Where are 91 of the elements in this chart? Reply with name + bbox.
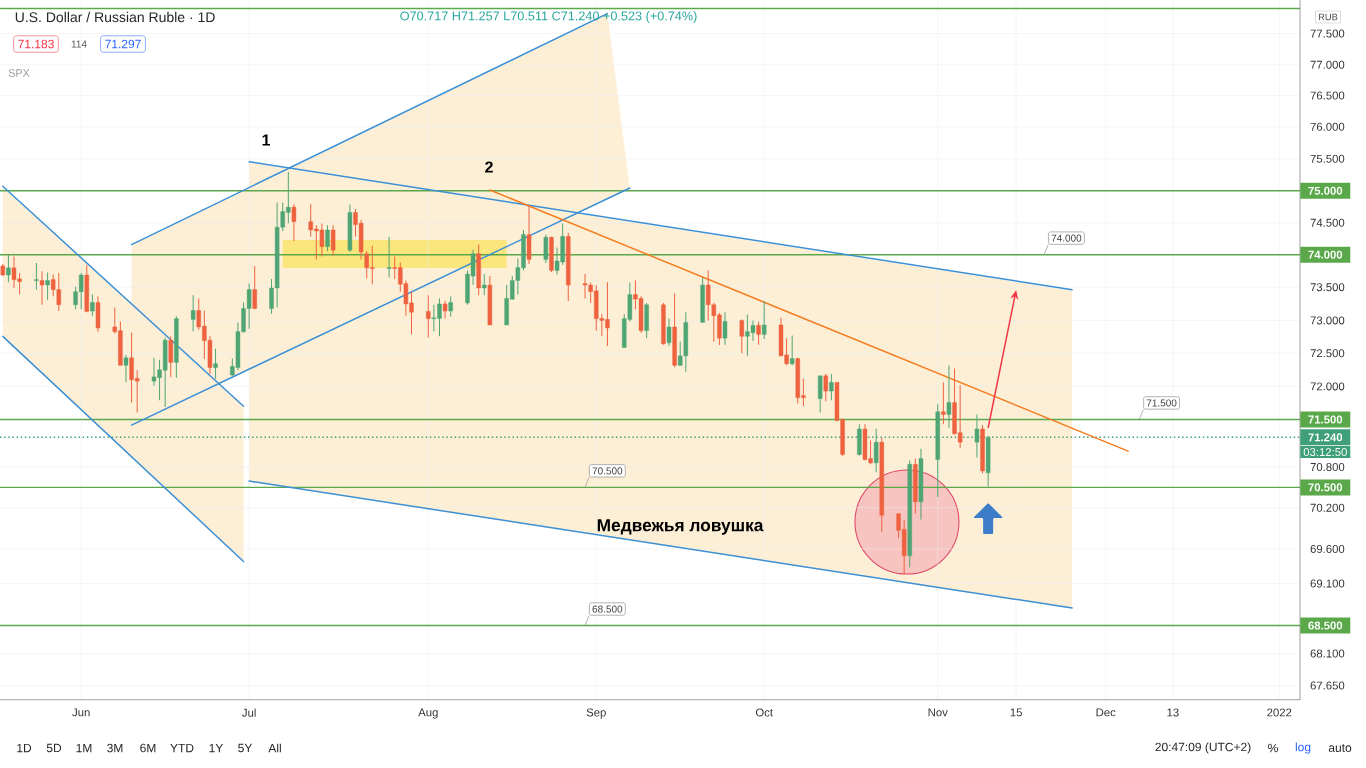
ref-line-label: 74.000: [1308, 250, 1343, 259]
candlestick: [448, 295, 453, 318]
x-tick-label: Jun: [72, 708, 90, 717]
text: %: [1268, 743, 1278, 753]
candlestick: [213, 348, 218, 380]
x-tick-label: 2022: [1267, 708, 1292, 717]
candlestick: [386, 236, 392, 279]
ref-line-label: 71.500: [1308, 415, 1343, 424]
ref-line-label: 68.500: [1308, 621, 1343, 630]
y-tick-label: 68.100: [1310, 649, 1345, 658]
candlestick: [45, 271, 50, 301]
candlestick: [823, 373, 828, 402]
candlestick: [873, 428, 879, 473]
text: 3M: [107, 743, 123, 753]
ref-line-label: 71.240: [1308, 433, 1343, 442]
text: 1M: [76, 743, 92, 753]
ref-line-label: 70.500: [1308, 483, 1343, 492]
candlestick: [90, 294, 95, 317]
y-tick-label: 69.600: [1310, 544, 1345, 553]
y-tick-label: 72.000: [1310, 382, 1345, 391]
annotation: 74.000: [1051, 234, 1082, 242]
text: 6M: [140, 743, 156, 753]
annotation: Медвежья ловушка: [597, 519, 764, 535]
annotation: 114: [71, 40, 87, 48]
y-tick-label: 70.800: [1310, 463, 1345, 472]
candlestick: [722, 311, 728, 346]
candlestick: [34, 262, 39, 291]
annotation: SPX: [8, 69, 30, 77]
candlestick: [941, 381, 946, 425]
text: O70.717 H71.257 L70.511 C71.240 +0.523 (+0.74%): [400, 11, 697, 23]
y-tick-label: 76.500: [1310, 91, 1345, 100]
annotation: 68.500: [592, 605, 623, 613]
x-tick-label: Nov: [928, 708, 948, 717]
text: 20:47:09 (UTC+2): [1155, 742, 1251, 754]
x-tick-label: 15: [1010, 708, 1022, 717]
text: 1D: [17, 743, 32, 753]
candlestick: [739, 318, 745, 354]
candlestick: [168, 335, 173, 378]
candlestick: [543, 234, 549, 264]
text: 1Y: [209, 743, 224, 753]
candlestick: [291, 203, 297, 242]
x-tick-label: Dec: [1096, 708, 1116, 717]
annotation: 71.500: [1146, 399, 1177, 407]
y-tick-label: 77.500: [1310, 29, 1345, 38]
x-tick-label: Jul: [242, 708, 256, 717]
candlestick: [6, 253, 11, 283]
y-tick-label: 73.000: [1310, 316, 1345, 325]
ref-line-label: 75.000: [1308, 186, 1343, 195]
candlestick: [946, 364, 952, 429]
text: U.S. Dollar / Russian Ruble · 1D: [15, 11, 215, 23]
candlestick: [123, 354, 129, 383]
candlestick: [817, 375, 823, 413]
annotation: 70.500: [592, 467, 623, 475]
y-tick-label: 77.000: [1310, 60, 1345, 69]
y-tick-label: 67.650: [1310, 681, 1345, 690]
x-tick-label: Sep: [586, 708, 606, 719]
annotation: 71.183: [18, 39, 54, 49]
y-tick-label: 73.500: [1310, 283, 1345, 292]
candlestick: [482, 273, 487, 296]
candlestick: [789, 334, 795, 366]
annotation: 1: [262, 134, 271, 146]
text: All: [268, 743, 281, 753]
text: 5Y: [238, 743, 253, 753]
text: log: [1295, 742, 1311, 754]
candlestick: [761, 300, 767, 340]
candlestick: [39, 270, 45, 306]
candlestick: [330, 224, 336, 257]
y-tick-label: 69.100: [1310, 579, 1345, 588]
y-tick-label: 72.500: [1310, 349, 1345, 358]
text: 5D: [46, 743, 62, 753]
candlestick: [252, 265, 257, 310]
annotation: 71.297: [105, 39, 141, 49]
candlestick: [756, 320, 761, 346]
candlestick: [190, 294, 196, 332]
candlestick: [426, 294, 431, 338]
y-tick-label: 76.000: [1310, 122, 1345, 131]
y-tick-label: 70.200: [1310, 503, 1345, 512]
candlestick: [974, 414, 980, 458]
text: 03:12:50: [1303, 448, 1347, 457]
x-tick-label: 13: [1167, 708, 1179, 717]
x-tick-label: Aug: [418, 708, 438, 719]
y-tick-label: 74.500: [1310, 218, 1345, 227]
x-tick-label: Oct: [755, 708, 773, 717]
annotation: 2: [485, 161, 493, 173]
candlestick: [325, 224, 330, 252]
candlestick: [666, 317, 672, 347]
y-tick-label: 75.500: [1310, 154, 1345, 163]
text: auto: [1328, 744, 1352, 752]
candlestick: [829, 373, 834, 401]
text: YTD: [170, 743, 194, 753]
text: RUB: [1318, 13, 1338, 21]
